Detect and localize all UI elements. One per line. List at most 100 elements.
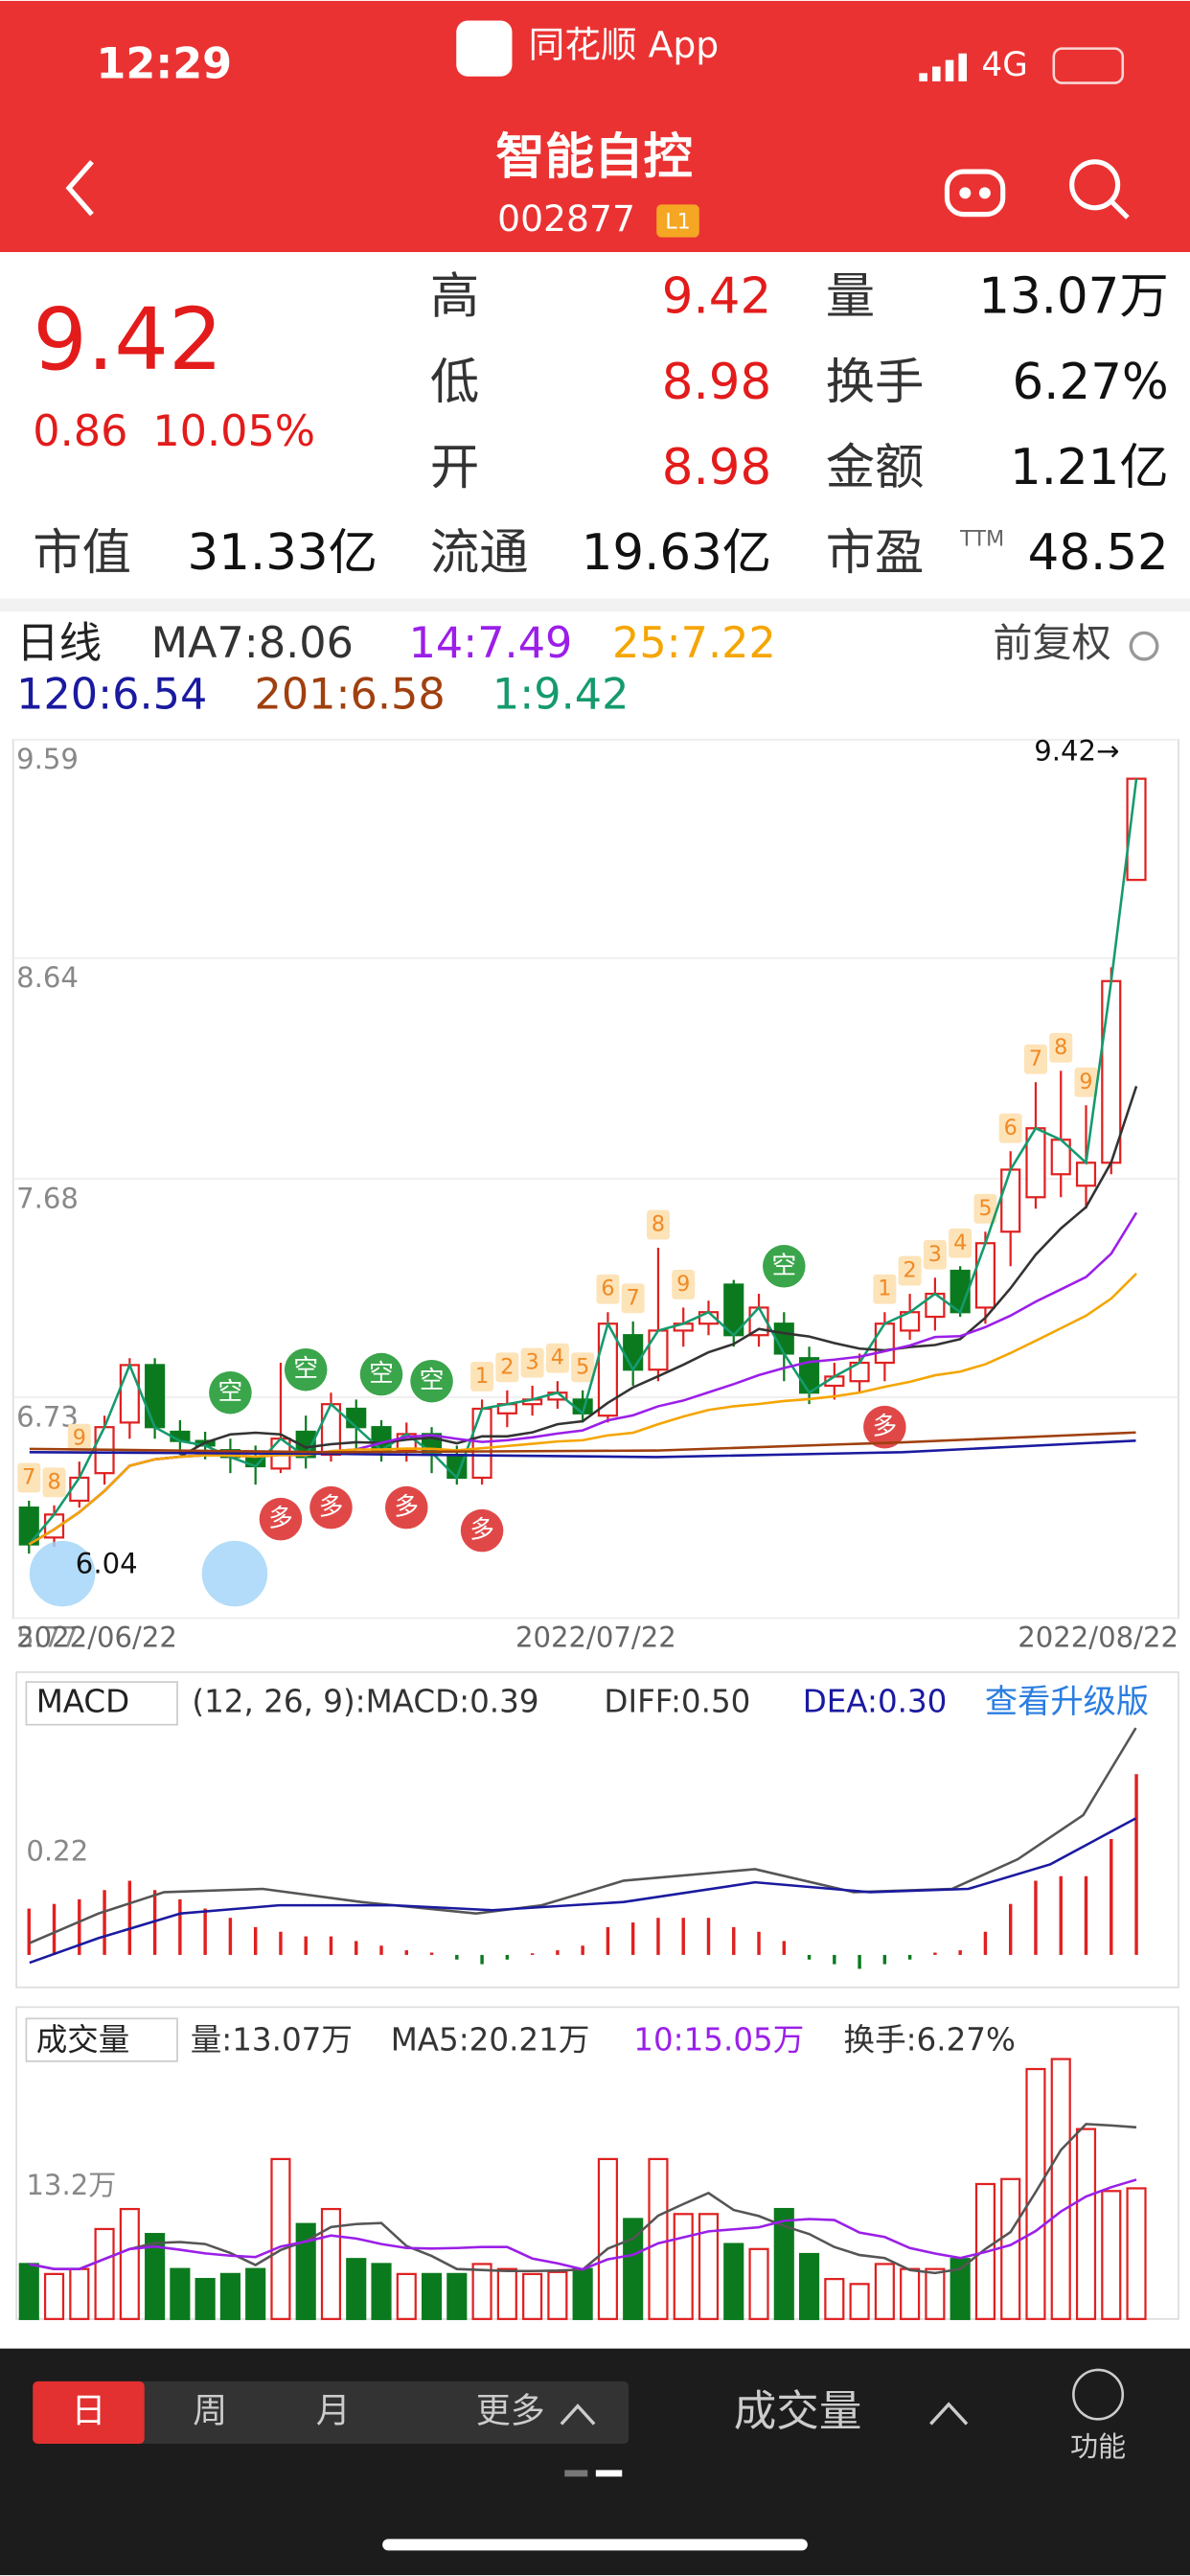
period[interactable]: 日线	[16, 618, 102, 668]
buy-badge	[863, 1405, 906, 1449]
volume-bar	[900, 2267, 921, 2320]
macd-name: MACD	[36, 1683, 130, 1719]
tag: 1	[878, 1276, 891, 1301]
stat-value: 13.07万	[978, 268, 1168, 326]
change: 0.86	[33, 406, 127, 456]
tag-badge	[646, 1209, 670, 1240]
volume-name: 成交量	[36, 2021, 130, 2058]
buy-badge	[309, 1485, 353, 1530]
search-icon[interactable]	[1069, 159, 1130, 219]
menu-icon[interactable]	[1072, 2368, 1125, 2421]
home-indicator	[382, 2539, 808, 2551]
buy-badge	[385, 1485, 428, 1530]
adjust[interactable]: 前复权	[993, 620, 1110, 666]
tag: 3	[928, 1242, 942, 1267]
tag-badge	[672, 1270, 696, 1300]
legend-ma7: MA7:8.06	[151, 618, 354, 668]
date-label: 2022/07/22	[515, 1622, 676, 1654]
volume-bar	[1126, 2187, 1147, 2320]
tag: 7	[22, 1464, 35, 1489]
volume-bar	[723, 2242, 744, 2320]
settings-icon[interactable]	[1129, 631, 1159, 661]
robot-icon[interactable]	[944, 169, 1006, 218]
volume-bar	[1000, 2177, 1021, 2320]
candle-body	[1000, 1168, 1021, 1233]
stat-label: 低	[430, 354, 479, 411]
tag: 6	[601, 1276, 614, 1301]
stat-label: 换手	[826, 354, 925, 411]
candle-body	[346, 1407, 367, 1429]
sell-badge	[410, 1359, 453, 1403]
volume-bar	[119, 2207, 140, 2320]
buy-badge	[460, 1508, 504, 1552]
signal-icon	[919, 53, 968, 81]
app-name: 同花顺 App	[529, 23, 720, 65]
stock-code: 002877	[497, 197, 635, 240]
tab-bar	[33, 2380, 629, 2445]
upgrade-link[interactable]: 查看升级版	[985, 1683, 1149, 1721]
expand-button[interactable]	[201, 1540, 268, 1607]
tag: 4	[551, 1346, 564, 1370]
volume-bar	[572, 2267, 593, 2320]
stat-value: 9.42	[662, 268, 771, 326]
diff-line	[29, 1727, 1137, 1944]
ma-line	[28, 778, 1138, 1546]
app-icon	[456, 20, 513, 77]
tag-badge	[1023, 1044, 1047, 1074]
page-dot	[564, 2470, 588, 2477]
volume-ma-line	[29, 2123, 1137, 2275]
battery	[1052, 47, 1125, 84]
tag: 5	[978, 1196, 992, 1221]
volume-bar	[824, 2277, 845, 2320]
tag: 6	[1004, 1116, 1018, 1140]
volume-bar	[1075, 2128, 1097, 2320]
volume-bar	[798, 2252, 820, 2320]
float-button[interactable]	[29, 1540, 96, 1607]
tab[interactable]: 月	[316, 2391, 351, 2430]
menu-label[interactable]: 功能	[1070, 2430, 1126, 2463]
tab[interactable]: 周	[193, 2391, 227, 2430]
buy-badge	[259, 1497, 303, 1541]
candle-body	[471, 1407, 492, 1480]
last-price-label: 9.42→	[1034, 735, 1119, 768]
tag: 5	[576, 1354, 589, 1379]
macd-select[interactable]	[25, 1681, 178, 1726]
stat-value: 19.63亿	[582, 524, 771, 582]
sell-signal: 空	[218, 1378, 243, 1407]
low-label: 6.04	[76, 1548, 138, 1580]
candle-body	[648, 1329, 669, 1371]
tag-badge	[571, 1352, 595, 1383]
tab[interactable]: 日	[72, 2391, 106, 2430]
tag: 9	[73, 1426, 86, 1451]
volume-bar	[43, 2272, 65, 2320]
macd-params: (12, 26, 9):MACD:0.39	[192, 1683, 538, 1719]
tag: 3	[526, 1350, 539, 1375]
volume-select[interactable]	[25, 2017, 178, 2062]
y-tick-label: 9.59	[16, 743, 79, 775]
volume-bar	[371, 2263, 392, 2320]
tag: 2	[904, 1258, 917, 1283]
level-badge: L1	[665, 210, 691, 235]
tab[interactable]: 更多	[476, 2391, 545, 2430]
indicator[interactable]: 成交量	[734, 2386, 862, 2436]
volume-bar	[597, 2157, 618, 2320]
volume-bar	[1050, 2058, 1071, 2320]
tag-badge	[17, 1462, 41, 1493]
tag: 4	[953, 1230, 967, 1255]
page-dot	[595, 2470, 623, 2477]
tag: 1	[475, 1364, 489, 1389]
tag-badge	[621, 1283, 645, 1314]
back-button[interactable]	[65, 160, 94, 217]
date-label: 2022/06/22	[16, 1622, 177, 1654]
candle-body	[145, 1364, 166, 1429]
candle-body	[119, 1364, 140, 1424]
tag-badge	[596, 1274, 620, 1304]
tag-badge	[973, 1193, 997, 1224]
stat-label: 高	[430, 268, 479, 326]
volume-ma10: 10:15.05万	[633, 2021, 804, 2058]
macd-frame	[15, 1671, 1179, 1989]
volume-bar	[748, 2247, 769, 2320]
volume-bar	[849, 2283, 870, 2320]
